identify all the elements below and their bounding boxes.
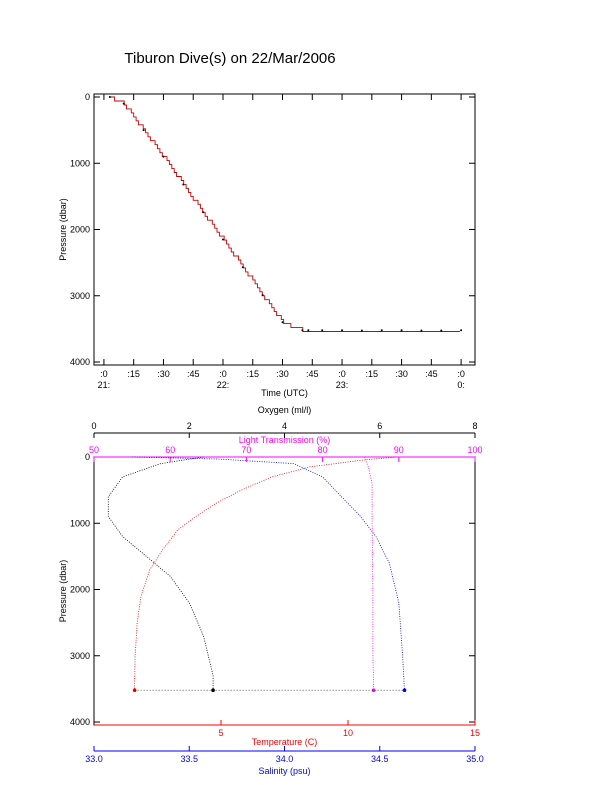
- dive-profile-point: [321, 329, 324, 332]
- y-tick-label: 0: [85, 92, 90, 102]
- y-tick-label: 4000: [70, 717, 90, 727]
- x-axis-label: Time (UTC): [261, 388, 308, 398]
- page-title: Tiburon Dive(s) on 22/Mar/2006: [124, 50, 336, 67]
- axis-title: Temperature (C): [252, 737, 318, 747]
- axis-tick-label: 2: [187, 421, 192, 431]
- salinity-bottom-point: [402, 688, 407, 692]
- dive-profile-point: [281, 321, 284, 324]
- y-tick-label: 0: [85, 452, 90, 462]
- salinity-profile-line: [132, 456, 405, 691]
- light-bottom-point: [371, 688, 376, 692]
- y-tick-label: 1000: [70, 158, 90, 168]
- x-tick-label: :45: [306, 369, 319, 379]
- axis-title: Oxygen (ml/l): [258, 405, 312, 415]
- dive-profile-point: [307, 329, 310, 332]
- dive-profile-point: [261, 294, 264, 297]
- axis-tick-label: 100: [467, 445, 482, 455]
- x-tick-label: :45: [425, 369, 438, 379]
- y-axis-label: Pressure (dbar): [58, 560, 68, 623]
- x-tick-hour-label: 21:: [98, 380, 111, 390]
- plot-frame-ctd: [93, 456, 476, 726]
- axis-tick-label: 35.0: [466, 754, 484, 764]
- x-tick-hour-label: 0:: [457, 380, 465, 390]
- axis-tick-label: 0: [91, 421, 96, 431]
- x-tick-label: :15: [127, 369, 140, 379]
- y-axis-label: Pressure (dbar): [58, 198, 68, 261]
- axis-tick-label: 50: [89, 445, 99, 455]
- y-tick-label: 3000: [70, 291, 90, 301]
- axis-title: Salinity (psu): [258, 766, 310, 776]
- axis-tick-label: 10: [343, 728, 353, 738]
- dive-profile-point: [108, 96, 111, 98]
- dive-profile-point: [182, 183, 185, 186]
- x-tick-label: :0: [100, 369, 108, 379]
- axis-tick-label: 4: [282, 421, 287, 431]
- axis-tick-label: 60: [165, 445, 175, 455]
- dive-profile-point: [142, 129, 145, 132]
- axis-tick-label: 34.5: [371, 754, 389, 764]
- x-tick-label: :15: [246, 369, 259, 379]
- x-tick-label: :0: [457, 369, 465, 379]
- dive-profile-point: [301, 329, 304, 332]
- axis-tick-label: 5: [218, 728, 223, 738]
- axis-title: Light Transmission (%): [239, 435, 331, 445]
- y-tick-label: 1000: [70, 518, 90, 528]
- axis-tick-label: 33.5: [180, 754, 198, 764]
- plot-frame-dive: [93, 93, 476, 366]
- dive-profile-line: [109, 96, 460, 332]
- axis-tick-label: 8: [472, 421, 477, 431]
- dive-profile-point: [360, 329, 363, 332]
- dive-profile-point: [202, 211, 205, 214]
- axis-tick-label: 15: [470, 728, 480, 738]
- x-tick-label: :0: [338, 369, 346, 379]
- dive-profile-point: [440, 329, 443, 332]
- axis-tick-label: 34.0: [276, 754, 294, 764]
- y-tick-label: 4000: [70, 357, 90, 367]
- x-tick-label: :45: [187, 369, 200, 379]
- x-tick-label: :0: [219, 369, 227, 379]
- axis-tick-label: 6: [377, 421, 382, 431]
- oxygen-profile-line: [107, 456, 214, 691]
- axis-tick-label: 33.0: [85, 754, 103, 764]
- dive-profile-point: [221, 238, 224, 241]
- light-profile-line: [364, 456, 375, 691]
- y-tick-label: 2000: [70, 225, 90, 235]
- axis-tick-label: 90: [394, 445, 404, 455]
- axis-tick-label: 70: [241, 445, 251, 455]
- dive-profile-point: [460, 329, 463, 332]
- dive-profile-point: [400, 329, 403, 332]
- dive-profile-point: [162, 155, 165, 158]
- dive-profile-point: [380, 329, 383, 332]
- y-tick-label: 3000: [70, 651, 90, 661]
- dive-profile-point: [420, 329, 423, 332]
- x-tick-label: :30: [395, 369, 408, 379]
- dive-profile-point: [341, 329, 344, 332]
- dive-profile-point: [122, 102, 125, 105]
- x-tick-label: :30: [157, 369, 170, 379]
- x-tick-label: :30: [276, 369, 289, 379]
- x-tick-hour-label: 23:: [336, 380, 349, 390]
- y-tick-label: 2000: [70, 585, 90, 595]
- axis-tick-label: 80: [318, 445, 328, 455]
- x-tick-label: :15: [366, 369, 379, 379]
- dive-profile-point: [241, 266, 244, 269]
- x-tick-hour-label: 22:: [217, 380, 230, 390]
- temperature-profile-line: [134, 456, 397, 691]
